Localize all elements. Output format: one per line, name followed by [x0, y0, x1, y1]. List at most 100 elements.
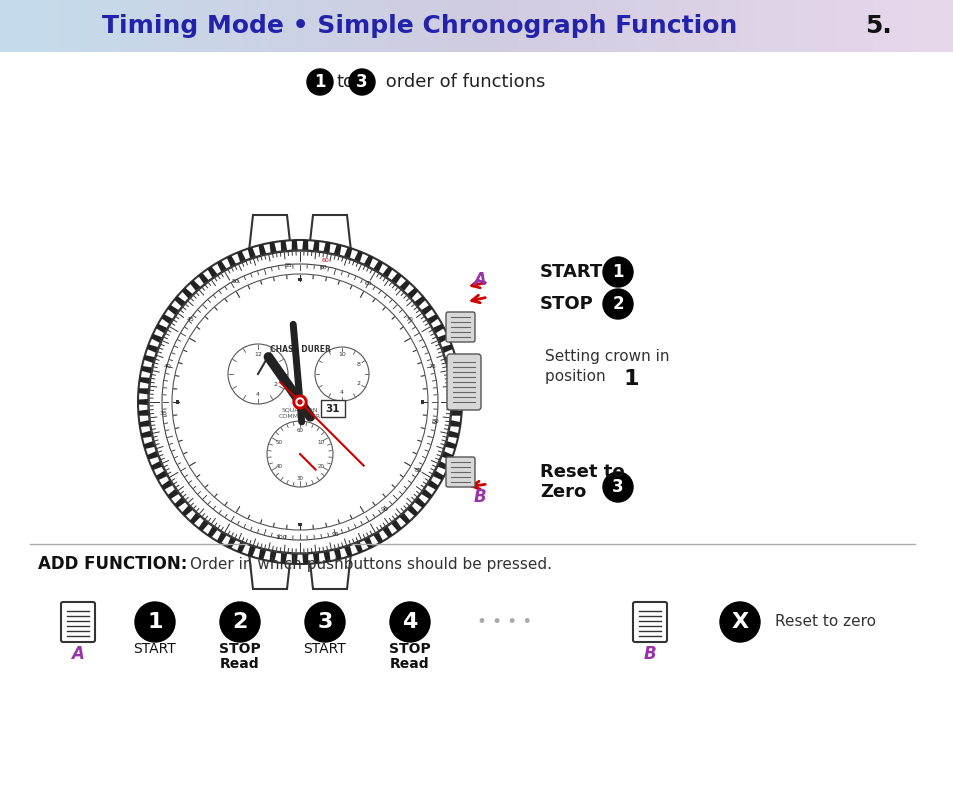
Bar: [445, 0, 449, 52]
Bar: [889, 0, 894, 52]
Text: 1: 1: [623, 369, 639, 389]
Bar: [422, 0, 427, 52]
Bar: [870, 0, 875, 52]
Polygon shape: [433, 324, 444, 333]
Bar: [813, 0, 818, 52]
Bar: [426, 0, 430, 52]
Text: 2: 2: [233, 612, 248, 632]
Bar: [588, 0, 592, 52]
Bar: [441, 0, 446, 52]
Polygon shape: [190, 280, 200, 291]
Bar: [836, 0, 840, 52]
Bar: [534, 0, 537, 52]
Bar: [229, 0, 233, 52]
Bar: [340, 0, 344, 52]
Bar: [45, 0, 49, 52]
Bar: [648, 0, 652, 52]
Text: 55: 55: [284, 263, 292, 268]
Text: CHASE DURER: CHASE DURER: [270, 345, 330, 355]
Text: 4: 4: [339, 390, 344, 395]
Bar: [67, 0, 71, 52]
Bar: [829, 0, 833, 52]
Text: ADD FUNCTION:: ADD FUNCTION:: [38, 555, 187, 573]
Circle shape: [720, 602, 760, 642]
Polygon shape: [269, 551, 276, 562]
Bar: [772, 0, 776, 52]
Bar: [943, 0, 947, 52]
Bar: [369, 0, 373, 52]
Bar: [915, 0, 919, 52]
Text: • • • •: • • • •: [476, 613, 532, 631]
Bar: [934, 0, 938, 52]
Bar: [207, 0, 211, 52]
Circle shape: [228, 344, 288, 404]
Bar: [617, 0, 620, 52]
Polygon shape: [151, 334, 162, 343]
Polygon shape: [420, 305, 432, 315]
Polygon shape: [451, 409, 461, 416]
Bar: [331, 0, 335, 52]
Bar: [941, 0, 944, 52]
Polygon shape: [227, 537, 235, 549]
Polygon shape: [448, 366, 458, 373]
Text: Reset to zero: Reset to zero: [774, 615, 875, 630]
Bar: [70, 0, 74, 52]
Bar: [575, 0, 579, 52]
Bar: [756, 0, 760, 52]
Bar: [498, 0, 503, 52]
Bar: [721, 0, 725, 52]
Bar: [372, 0, 375, 52]
Bar: [51, 0, 55, 52]
Bar: [629, 0, 633, 52]
Text: 60: 60: [319, 265, 327, 269]
Bar: [210, 0, 213, 52]
Text: 5.: 5.: [863, 14, 890, 38]
Bar: [403, 0, 408, 52]
Polygon shape: [323, 551, 330, 562]
Polygon shape: [161, 314, 172, 324]
Text: 1: 1: [147, 612, 163, 632]
Text: COMMANDER: COMMANDER: [278, 413, 321, 418]
Text: B: B: [474, 488, 486, 506]
Bar: [562, 0, 566, 52]
Bar: [276, 0, 280, 52]
Bar: [798, 0, 801, 52]
Polygon shape: [292, 240, 297, 250]
Bar: [645, 0, 649, 52]
Bar: [343, 0, 347, 52]
Bar: [57, 0, 61, 52]
Polygon shape: [427, 314, 438, 324]
Polygon shape: [175, 400, 179, 404]
Polygon shape: [138, 399, 148, 405]
Text: 31: 31: [325, 403, 340, 413]
Polygon shape: [141, 366, 152, 373]
Bar: [851, 0, 856, 52]
Bar: [200, 0, 204, 52]
Polygon shape: [450, 420, 460, 427]
Bar: [591, 0, 595, 52]
Bar: [41, 0, 46, 52]
Polygon shape: [258, 244, 266, 255]
Bar: [950, 0, 953, 52]
Bar: [451, 0, 456, 52]
Bar: [162, 0, 166, 52]
Text: STOP: STOP: [539, 295, 593, 313]
Text: Zero: Zero: [539, 483, 586, 501]
Bar: [92, 0, 96, 52]
Text: STOP: STOP: [389, 642, 431, 656]
Text: 60: 60: [321, 257, 329, 263]
Bar: [470, 0, 475, 52]
Bar: [899, 0, 903, 52]
Bar: [619, 0, 623, 52]
Bar: [788, 0, 792, 52]
Bar: [121, 0, 125, 52]
Polygon shape: [344, 247, 352, 258]
Bar: [848, 0, 852, 52]
Bar: [419, 0, 423, 52]
Bar: [667, 0, 671, 52]
Text: A: A: [473, 271, 486, 289]
Text: 85: 85: [415, 468, 422, 473]
Bar: [839, 0, 842, 52]
Bar: [391, 0, 395, 52]
Bar: [841, 0, 846, 52]
